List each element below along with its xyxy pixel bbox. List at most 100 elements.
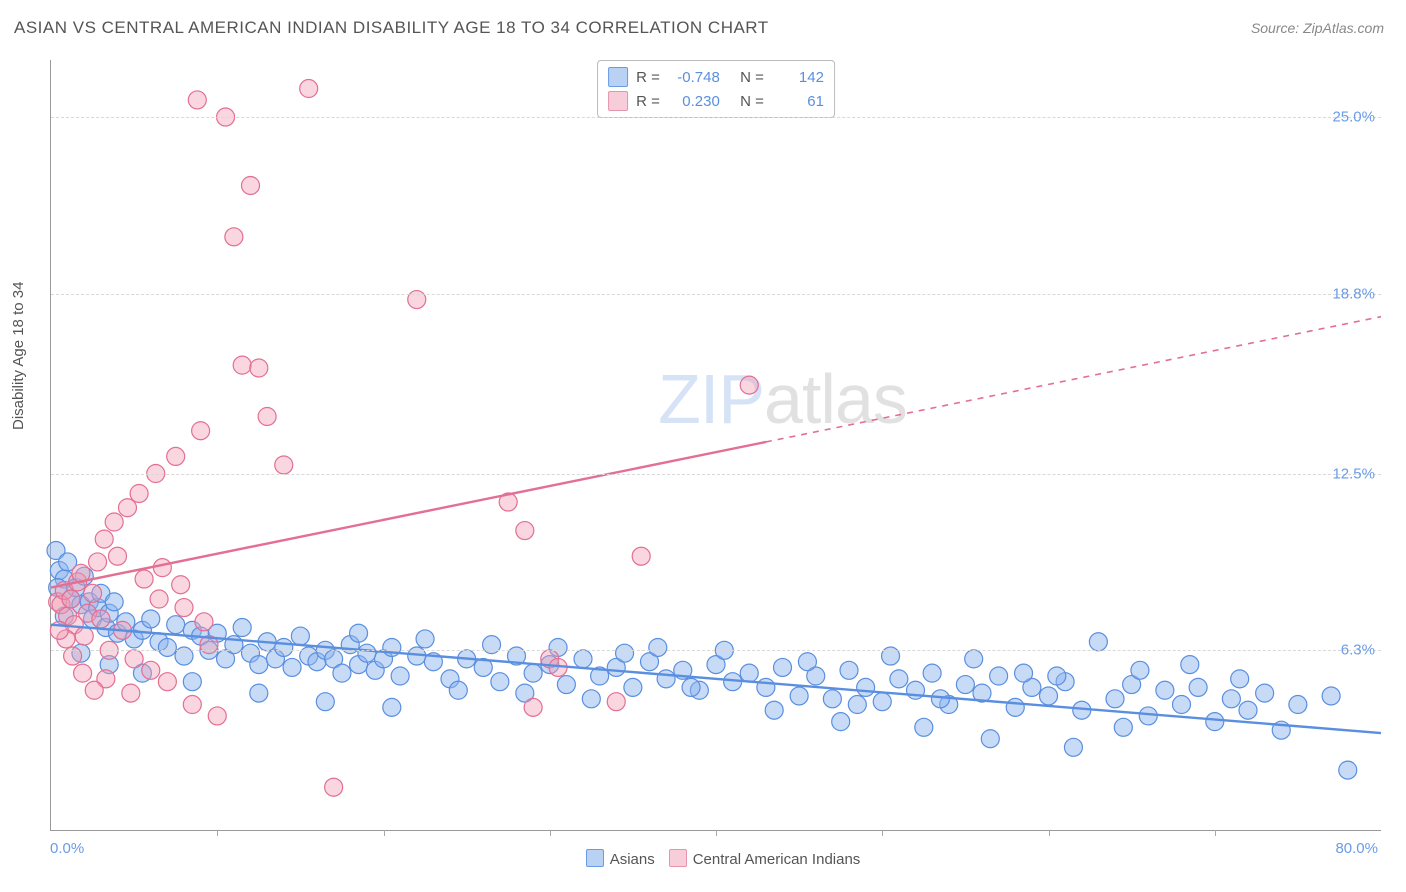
data-point: [873, 693, 891, 711]
data-point: [1048, 667, 1066, 685]
data-point: [192, 422, 210, 440]
data-point: [1173, 696, 1191, 714]
data-point: [574, 650, 592, 668]
data-point: [158, 638, 176, 656]
data-point: [391, 667, 409, 685]
data-point: [1339, 761, 1357, 779]
data-point: [250, 656, 268, 674]
data-point: [233, 619, 251, 637]
data-point: [740, 664, 758, 682]
data-point: [188, 91, 206, 109]
data-point: [142, 610, 160, 628]
data-point: [956, 676, 974, 694]
data-point: [557, 676, 575, 694]
data-point: [923, 664, 941, 682]
data-point: [840, 661, 858, 679]
data-point: [449, 681, 467, 699]
data-point: [624, 678, 642, 696]
data-point: [524, 698, 542, 716]
data-point: [85, 681, 103, 699]
legend-swatch: [608, 91, 628, 111]
data-point: [965, 650, 983, 668]
data-point: [172, 576, 190, 594]
data-point: [1189, 678, 1207, 696]
data-point: [316, 693, 334, 711]
data-point: [657, 670, 675, 688]
data-point: [62, 590, 80, 608]
data-point: [383, 698, 401, 716]
series-legend: Asians Central American Indians: [51, 849, 1381, 868]
data-point: [416, 630, 434, 648]
data-point: [74, 664, 92, 682]
data-point: [142, 661, 160, 679]
correlation-legend: R = -0.748 N = 142R = 0.230 N = 61: [597, 60, 835, 118]
data-point: [832, 713, 850, 731]
data-point: [1289, 696, 1307, 714]
data-point: [167, 447, 185, 465]
chart-svg: [51, 60, 1381, 830]
data-point: [89, 553, 107, 571]
data-point: [981, 730, 999, 748]
data-point: [125, 650, 143, 668]
y-axis-label: Disability Age 18 to 34: [10, 282, 27, 430]
data-point: [95, 530, 113, 548]
data-point: [516, 522, 534, 540]
data-point: [649, 638, 667, 656]
data-point: [130, 484, 148, 502]
data-point: [607, 693, 625, 711]
legend-swatch: [608, 67, 628, 87]
legend-label: Central American Indians: [693, 851, 861, 868]
trend-line-extrapolated: [766, 317, 1381, 442]
y-tick-label: 25.0%: [1332, 109, 1375, 126]
data-point: [682, 678, 700, 696]
data-point: [183, 673, 201, 691]
data-point: [798, 653, 816, 671]
data-point: [757, 678, 775, 696]
data-point: [848, 696, 866, 714]
legend-label: Asians: [610, 851, 655, 868]
plot-area: ZIPatlas R = -0.748 N = 142R = 0.230 N =…: [50, 60, 1381, 831]
data-point: [1015, 664, 1033, 682]
data-point: [250, 359, 268, 377]
data-point: [616, 644, 634, 662]
data-point: [1139, 707, 1157, 725]
legend-row: R = 0.230 N = 61: [608, 89, 824, 113]
data-point: [333, 664, 351, 682]
x-tick-max: 80.0%: [1335, 840, 1378, 857]
data-point: [1206, 713, 1224, 731]
x-tick-min: 0.0%: [50, 840, 84, 857]
data-point: [1106, 690, 1124, 708]
source-attribution: Source: ZipAtlas.com: [1251, 20, 1384, 36]
data-point: [258, 407, 276, 425]
data-point: [105, 593, 123, 611]
data-point: [233, 356, 251, 374]
data-point: [250, 684, 268, 702]
data-point: [1239, 701, 1257, 719]
data-point: [135, 570, 153, 588]
data-point: [92, 610, 110, 628]
data-point: [790, 687, 808, 705]
data-point: [283, 658, 301, 676]
legend-swatch: [669, 849, 687, 867]
data-point: [358, 644, 376, 662]
data-point: [84, 584, 102, 602]
data-point: [1040, 687, 1058, 705]
data-point: [153, 559, 171, 577]
data-point: [632, 547, 650, 565]
data-point: [1006, 698, 1024, 716]
data-point: [1064, 738, 1082, 756]
data-point: [350, 624, 368, 642]
data-point: [75, 627, 93, 645]
y-tick-label: 12.5%: [1332, 465, 1375, 482]
data-point: [823, 690, 841, 708]
data-point: [275, 638, 293, 656]
chart-title: ASIAN VS CENTRAL AMERICAN INDIAN DISABIL…: [14, 18, 769, 38]
data-point: [300, 80, 318, 98]
data-point: [109, 547, 127, 565]
data-point: [1156, 681, 1174, 699]
data-point: [740, 376, 758, 394]
data-point: [291, 627, 309, 645]
data-point: [774, 658, 792, 676]
data-point: [1181, 656, 1199, 674]
data-point: [857, 678, 875, 696]
